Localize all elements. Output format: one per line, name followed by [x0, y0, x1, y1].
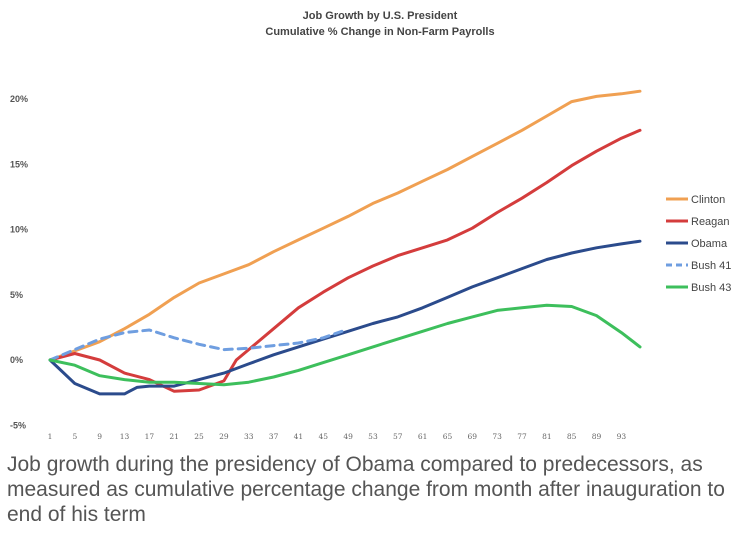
x-tick-label: 45 — [318, 432, 328, 441]
x-tick-label: 77 — [517, 432, 527, 441]
x-tick-label: 57 — [393, 432, 403, 441]
series-line-bush-43 — [48, 303, 642, 387]
x-tick-label: 9 — [97, 432, 102, 441]
legend-label: Clinton — [691, 194, 725, 206]
legend: Clinton Reagan Obama Bush 41 Bush 43 — [666, 194, 731, 294]
x-axis-ticks: 1 5 9 13 17 21 25 29 33 37 41 45 49 53 57 61 65 69 73 77 81 8… — [48, 432, 627, 441]
x-tick-label: 61 — [418, 432, 428, 441]
x-tick-label: 1 — [48, 432, 53, 441]
y-tick-label: -5% — [10, 420, 26, 430]
y-tick-label: 0% — [10, 355, 23, 365]
legend-label: Bush 43 — [691, 282, 731, 294]
y-tick-label: 10% — [10, 225, 28, 235]
x-tick-label: 89 — [592, 432, 602, 441]
y-tick-label: 5% — [10, 290, 23, 300]
x-tick-label: 53 — [368, 432, 378, 441]
y-tick-label: 20% — [10, 94, 28, 104]
y-axis-ticks: 20% 15% 10% 5% 0% -5% — [10, 94, 28, 430]
x-tick-label: 29 — [219, 432, 229, 441]
x-tick-label: 65 — [443, 432, 453, 441]
series-line-obama — [48, 239, 642, 396]
x-tick-label: 17 — [145, 432, 155, 441]
x-tick-label: 21 — [169, 432, 179, 441]
series-lines — [48, 89, 642, 396]
x-tick-label: 5 — [72, 432, 77, 441]
series-line-clinton — [48, 89, 642, 362]
y-tick-label: 15% — [10, 159, 28, 169]
x-tick-label: 73 — [492, 432, 502, 441]
legend-label: Bush 41 — [691, 260, 731, 272]
legend-label: Reagan — [691, 216, 730, 228]
x-tick-label: 93 — [617, 432, 627, 441]
figure-caption: Job growth during the presidency of Obam… — [7, 453, 725, 526]
x-tick-label: 69 — [468, 432, 478, 441]
x-tick-label: 37 — [269, 432, 279, 441]
chart-title: Job Growth by U.S. President — [303, 10, 458, 22]
chart: Job Growth by U.S. President Cumulative … — [10, 10, 731, 441]
x-tick-label: 81 — [542, 432, 552, 441]
x-tick-label: 85 — [567, 432, 577, 441]
chart-subtitle: Cumulative % Change in Non-Farm Payrolls — [265, 26, 494, 38]
series-line-bush-41 — [48, 328, 344, 362]
x-tick-label: 41 — [294, 432, 304, 441]
x-tick-label: 33 — [244, 432, 254, 441]
chart-canvas: Job Growth by U.S. President Cumulative … — [10, 10, 731, 441]
x-tick-label: 25 — [194, 432, 204, 441]
x-tick-label: 13 — [120, 432, 130, 441]
series-line-reagan — [48, 128, 642, 393]
x-tick-label: 49 — [343, 432, 353, 441]
legend-label: Obama — [691, 238, 728, 250]
